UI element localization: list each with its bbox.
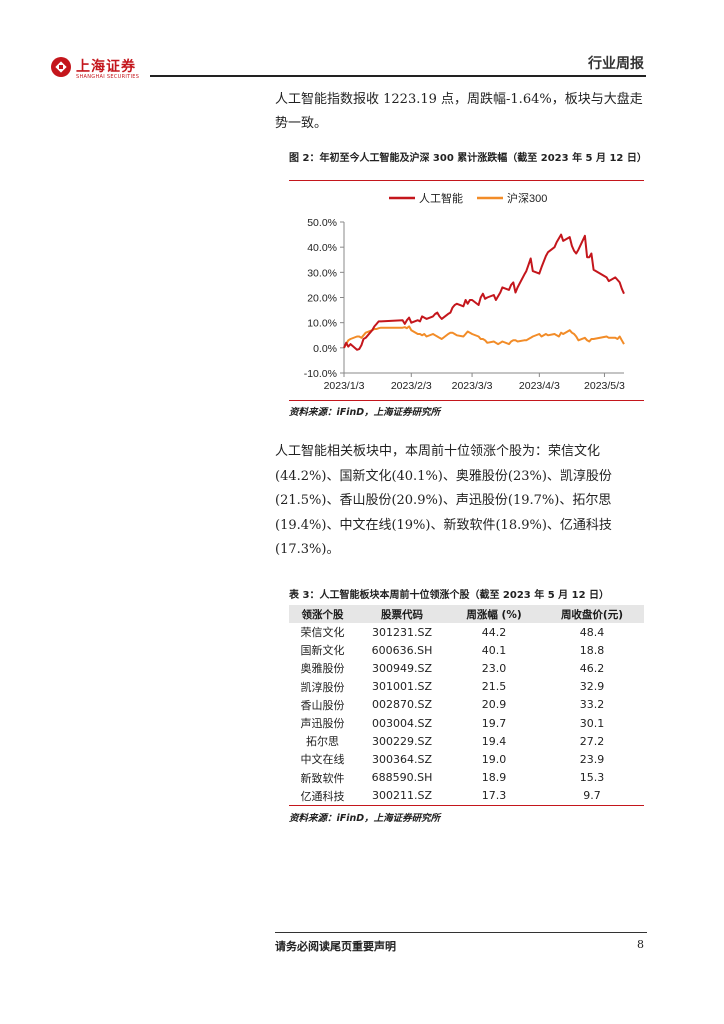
weekly-change: 20.9 [481, 698, 507, 712]
stock-code: 301001.SZ [371, 680, 432, 694]
weekly-change: 21.5 [481, 680, 507, 694]
weekly-close: 30.1 [579, 716, 605, 730]
weekly-close: 46.2 [579, 661, 605, 675]
weekly-close: 33.2 [579, 698, 605, 712]
table-row: 亿通科技 300211.SZ 17.3 9.7 [289, 786, 644, 806]
x-tick-label: 2023/3/3 [452, 380, 493, 392]
table-row: 荣信文化 301231.SZ 44.2 48.4 [289, 623, 644, 641]
summary-paragraph: 人工智能指数报收 1223.19 点，周跌幅-1.64%，板块与大盘走势一致。 [275, 92, 643, 131]
chart-legend: 人工智能 沪深300 [389, 191, 547, 205]
col-header-code: 股票代码 [356, 605, 448, 623]
top-gainers-table: 领涨个股 股票代码 周涨幅 (%) 周收盘价(元) 荣信文化 301231.SZ 4… [289, 605, 644, 806]
table-title: 表 3：人工智能板块本周前十位领涨个股（截至 2023 年 5 月 12 日） [289, 590, 610, 601]
table-row: 拓尔思 300229.SZ 19.4 27.2 [289, 732, 644, 750]
x-tick-label: 2023/2/3 [391, 380, 432, 392]
col-header-name: 领涨个股 [289, 605, 356, 623]
top-gainers-paragraph: 人工智能相关板块中，本周前十位领涨个股为：荣信文化(44.2%)、国新文化(40… [275, 444, 612, 557]
stock-name: 香山股份 [300, 698, 345, 712]
disclaimer-note: 请务必阅读尾页重要声明 [275, 940, 396, 953]
table-row: 新致软件 688590.SH 18.9 15.3 [289, 769, 644, 787]
table-row: 凯淳股份 301001.SZ 21.5 32.9 [289, 678, 644, 696]
stock-code: 002870.SZ [371, 698, 432, 712]
stock-code: 300949.SZ [371, 661, 432, 675]
figure-title: 图 2：年初至今人工智能及沪深 300 累计涨跌幅（截至 2023 年 5 月 … [289, 153, 647, 164]
legend-label-ai: 人工智能 [419, 191, 463, 205]
stock-name: 中文在线 [300, 753, 345, 767]
weekly-change: 18.9 [481, 771, 507, 785]
x-tick-label: 2023/4/3 [519, 380, 560, 392]
stock-name: 荣信文化 [300, 626, 345, 640]
table-row: 奥雅股份 300949.SZ 23.0 46.2 [289, 659, 644, 677]
table-row: 国新文化 600636.SH 40.1 18.8 [289, 641, 644, 659]
stock-code: 003004.SZ [371, 716, 432, 730]
y-tick-label: 20.0% [307, 293, 337, 305]
y-tick-label: 10.0% [307, 318, 337, 330]
legend-label-hs300: 沪深300 [507, 191, 547, 205]
weekly-change: 23.0 [481, 661, 507, 675]
stock-name: 奥雅股份 [300, 662, 345, 676]
weekly-close: 9.7 [540, 786, 644, 806]
stock-name: 国新文化 [300, 644, 345, 658]
table-row: 中文在线 300364.SZ 19.0 23.9 [289, 750, 644, 768]
weekly-change: 17.3 [448, 786, 540, 806]
weekly-close: 48.4 [579, 625, 605, 639]
col-header-change: 周涨幅 (%) [448, 605, 540, 623]
weekly-change: 44.2 [481, 625, 507, 639]
page-number: 8 [637, 938, 644, 951]
table-source: 资料来源：iFinD，上海证券研究所 [289, 813, 441, 824]
cumulative-return-chart: 人工智能 沪深300 -10.0% 0.0% 10.0% 20.0% 30.0% 40.0… [304, 191, 625, 392]
stock-name: 新致软件 [300, 771, 345, 785]
stock-name: 声迅股份 [300, 717, 345, 731]
weekly-change: 19.7 [481, 716, 507, 730]
y-tick-label: 50.0% [307, 217, 337, 229]
figure-source: 资料来源：iFinD，上海证券研究所 [289, 407, 441, 418]
stock-name: 凯淳股份 [300, 680, 345, 694]
y-tick-label: 30.0% [307, 267, 337, 279]
weekly-close: 23.9 [579, 752, 605, 766]
logo-subtext: SHANGHAI SECURITIES [76, 74, 140, 80]
stock-code: 688590.SH [371, 771, 433, 785]
weekly-change: 19.4 [481, 734, 507, 748]
table-header-row: 领涨个股 股票代码 周涨幅 (%) 周收盘价(元) [289, 605, 644, 623]
weekly-close: 18.8 [579, 643, 605, 657]
plot-area [343, 233, 625, 351]
x-axis: 2023/1/3 2023/2/3 2023/3/3 2023/4/3 2023/5/3 [324, 372, 625, 392]
y-tick-label: 0.0% [313, 343, 337, 355]
weekly-close: 27.2 [579, 734, 605, 748]
weekly-change: 19.0 [481, 752, 507, 766]
stock-name: 拓尔思 [306, 735, 339, 749]
stock-name: 亿通科技 [289, 786, 356, 806]
figure-bottom-rule [289, 400, 644, 401]
stock-code: 300364.SZ [371, 752, 432, 766]
stock-code: 300229.SZ [371, 734, 432, 748]
report-type: 行业周报 [588, 56, 644, 72]
y-tick-label: 40.0% [307, 242, 337, 254]
stock-code: 300211.SZ [356, 786, 448, 806]
logo-text: 上海证券 [76, 59, 136, 75]
company-logo: 上海证券 SHANGHAI SECURITIES [50, 54, 150, 82]
col-header-close: 周收盘价(元) [540, 605, 644, 623]
series-line-hs300 [343, 325, 625, 349]
x-tick-label: 2023/1/3 [324, 380, 365, 392]
series-line-ai [343, 233, 625, 351]
y-tick-label: -10.0% [304, 368, 337, 380]
logo-mark-icon [51, 57, 71, 77]
x-tick-label: 2023/5/3 [584, 380, 625, 392]
table-row: 声迅股份 003004.SZ 19.7 30.1 [289, 714, 644, 732]
weekly-close: 15.3 [579, 771, 605, 785]
table-row: 香山股份 002870.SZ 20.9 33.2 [289, 696, 644, 714]
weekly-close: 32.9 [579, 680, 605, 694]
weekly-change: 40.1 [481, 643, 507, 657]
stock-code: 600636.SH [371, 643, 433, 657]
footer-divider [275, 932, 647, 933]
header-divider [150, 75, 646, 77]
stock-code: 301231.SZ [371, 625, 432, 639]
y-axis: -10.0% 0.0% 10.0% 20.0% 30.0% 40.0% 50.0% [304, 217, 345, 380]
figure-top-rule [289, 180, 644, 181]
